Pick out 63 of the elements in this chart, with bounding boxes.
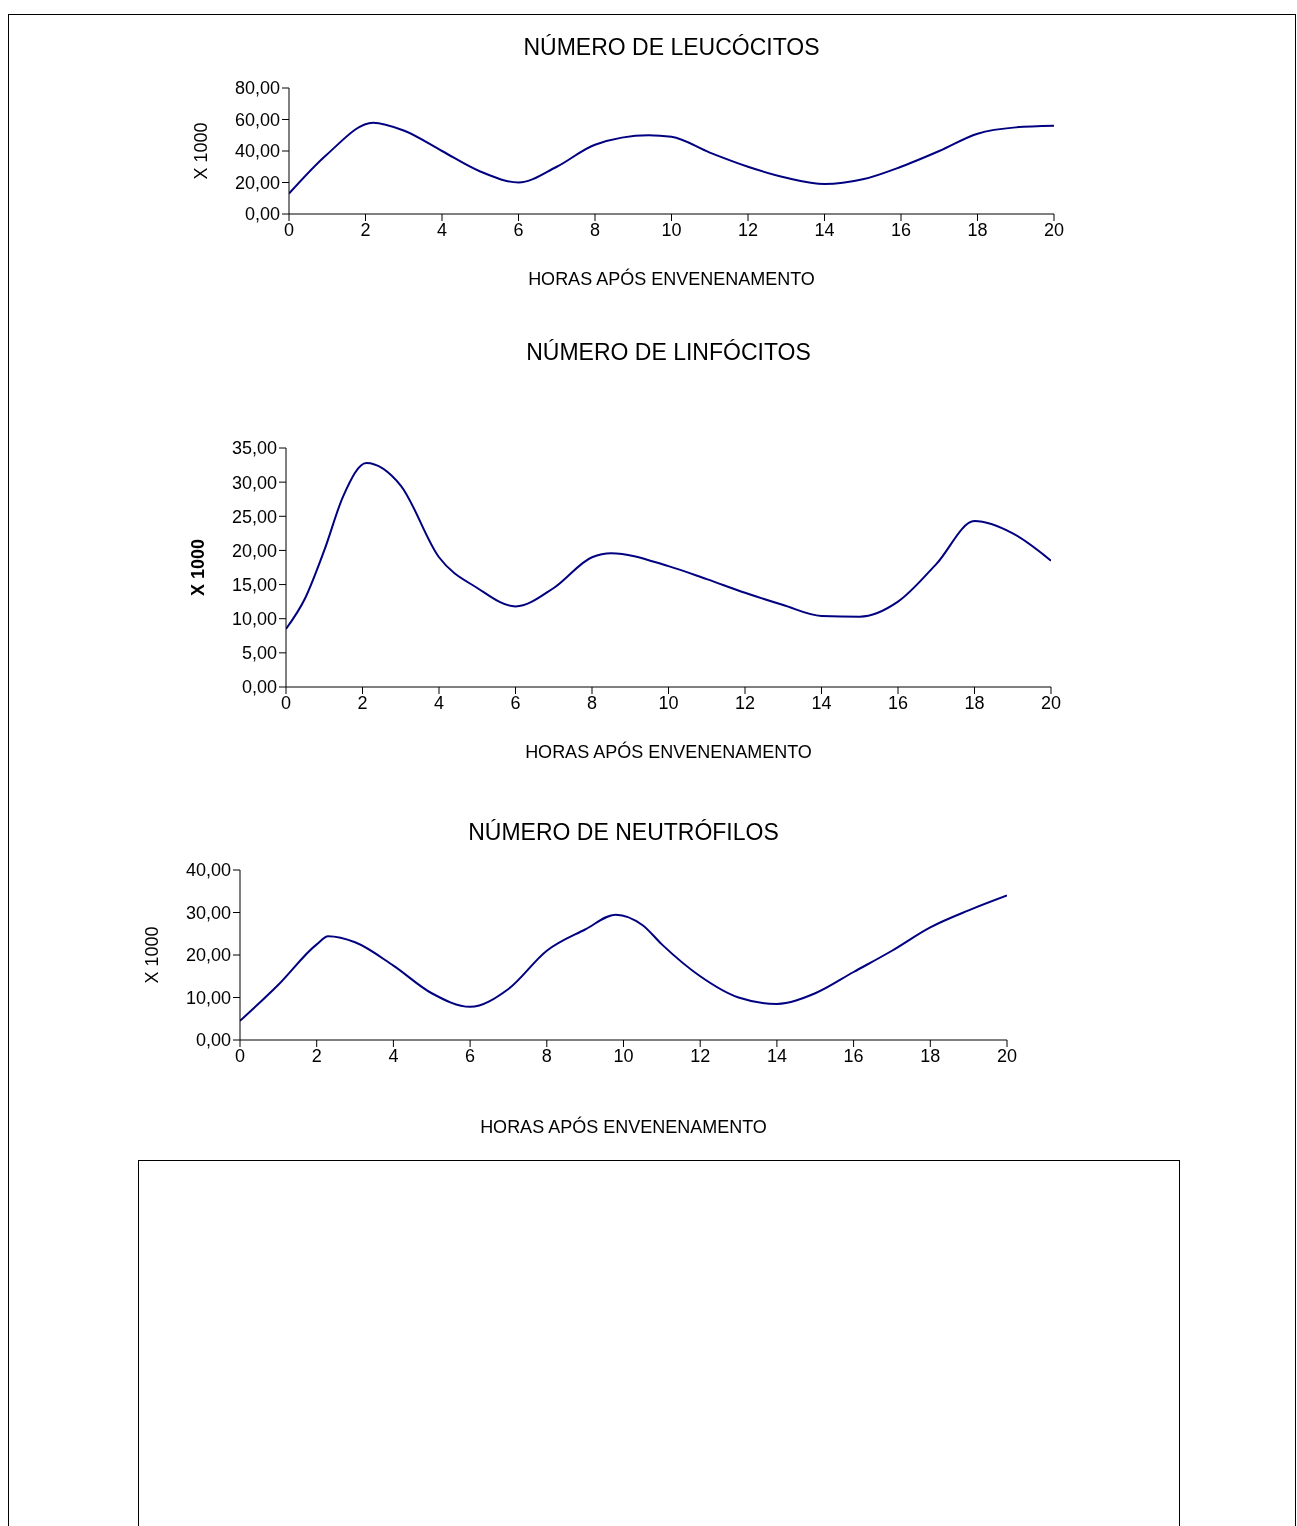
x-tick-label: 12 [737,219,759,240]
y-tick-label: 10,00 [185,987,231,1008]
y-tick-label: 20,00 [234,172,280,193]
x-tick-label: 4 [433,692,445,713]
x-axis-title: HORAS APÓS ENVENENAMENTO [524,742,813,763]
y-tick-label: 10,00 [231,609,277,630]
y-axis-title: X 1000 [188,538,209,597]
x-tick-label: 16 [887,692,909,713]
y-tick-label: 20,00 [231,540,277,561]
y-tick-label: 15,00 [231,574,277,595]
x-tick-label: 14 [814,219,835,240]
x-tick-label: 2 [357,692,368,713]
line-series [289,121,1054,195]
y-tick-label: 40,00 [234,141,280,162]
x-tick-label: 14 [766,1045,787,1066]
x-tick-label: 14 [811,692,832,713]
x-tick-label: 0 [280,692,292,713]
x-tick-label: 18 [920,1045,941,1066]
y-tick-label: 30,00 [185,902,231,923]
x-axis-title: HORAS APÓS ENVENENAMENTO [527,269,816,290]
y-tick-label: 40,00 [185,860,231,881]
chart-title: NÚMERO DE LEUCÓCITOS [522,34,821,61]
x-axis-title: HORAS APÓS ENVENENAMENTO [479,1117,768,1138]
y-axis-title: X 1000 [142,926,163,984]
x-tick-label: 2 [311,1045,322,1066]
y-tick-label: 35,00 [231,438,277,459]
x-tick-label: 6 [510,692,521,713]
x-tick-label: 0 [283,219,295,240]
chart-title: NÚMERO DE LINFÓCITOS [525,339,812,366]
x-tick-label: 2 [360,219,371,240]
x-tick-label: 20 [996,1045,1018,1066]
x-tick-label: 16 [843,1045,864,1066]
chart-title: NÚMERO DE NEUTRÓFILOS [467,819,780,846]
x-tick-label: 12 [690,1045,711,1066]
x-tick-label: 10 [613,1045,634,1066]
x-tick-label: 18 [964,692,985,713]
x-tick-label: 16 [890,219,912,240]
y-tick-label: 80,00 [234,78,280,99]
y-tick-label: 5,00 [241,643,277,664]
x-tick-label: 20 [1043,219,1065,240]
x-tick-label: 8 [541,1045,552,1066]
y-tick-label: 0,00 [241,677,277,698]
y-tick-label: 20,00 [185,945,231,966]
y-tick-label: 60,00 [234,109,280,130]
x-tick-label: 10 [661,219,682,240]
line-series [240,894,1007,1022]
x-tick-label: 8 [586,692,598,713]
y-tick-label: 0,00 [195,1030,231,1051]
x-tick-label: 20 [1040,692,1062,713]
x-tick-label: 8 [589,219,601,240]
line-series [286,462,1051,630]
y-tick-label: 30,00 [231,472,277,493]
x-tick-label: 10 [658,692,679,713]
x-tick-label: 4 [388,1045,399,1066]
x-tick-label: 4 [436,219,448,240]
x-tick-label: 0 [234,1045,246,1066]
x-tick-label: 6 [513,219,524,240]
x-tick-label: 18 [967,219,988,240]
y-tick-label: 25,00 [231,506,277,527]
y-tick-label: 0,00 [244,204,280,225]
y-axis-title: X 1000 [191,122,212,180]
x-tick-label: 6 [465,1045,476,1066]
x-tick-label: 12 [734,692,756,713]
